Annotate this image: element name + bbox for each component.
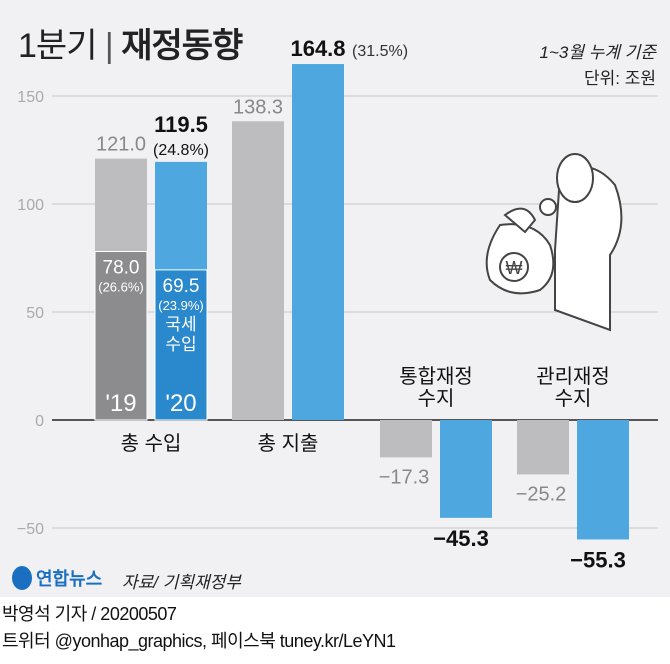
- category-label: 관리재정: [536, 365, 610, 388]
- page-title: 1분기 | 재정동향: [18, 27, 243, 65]
- tax-revenue-bar: [154, 269, 208, 421]
- source: 자료/ 기획재정부: [122, 573, 241, 592]
- value-label: −17.3: [379, 466, 430, 488]
- pct-label: (31.5%): [352, 43, 408, 60]
- svg-text:₩: ₩: [506, 258, 523, 278]
- value-label: 119.5: [154, 112, 208, 137]
- logo-text: 연합뉴스: [36, 569, 103, 589]
- year-label: '19: [105, 390, 136, 417]
- tax-revenue-bar: [94, 251, 148, 421]
- value-label: 138.3: [233, 96, 283, 118]
- social-links: 트위터 @yonhap_graphics, 페이스북 tuney.kr/LeYN…: [2, 631, 396, 651]
- logo-icon: [12, 566, 32, 590]
- value-label: −55.3: [570, 547, 626, 572]
- year-label: '20: [165, 390, 196, 417]
- pct-label: (24.8%): [153, 142, 209, 159]
- tax-pct-label: (26.6%): [98, 280, 144, 295]
- category-label: 수지: [555, 387, 592, 410]
- y-tick-label: 100: [17, 197, 44, 214]
- value-label: 164.8: [290, 36, 345, 61]
- basis-note: 1~3월 누계 기준: [539, 43, 656, 62]
- category-label: 수지: [418, 387, 455, 410]
- bar-2020: [440, 420, 492, 518]
- category-label: 통합재정: [399, 365, 473, 388]
- value-label: 121.0: [96, 134, 146, 156]
- bar-2019: [517, 420, 569, 475]
- category-label: 총 수입: [121, 432, 182, 455]
- tax-value-label: 78.0: [103, 258, 140, 279]
- tax-label: 수입: [165, 335, 196, 354]
- bar-2019: [232, 121, 284, 420]
- bar-2020: [577, 420, 629, 540]
- y-tick-label: 50: [26, 305, 44, 322]
- bar-chart: −50 0 50 100 150 ₩ 121.0 119.5 138.3 164.8 −17.3…: [17, 36, 658, 572]
- bar-2020: [292, 64, 344, 421]
- category-label: 총 지출: [258, 432, 319, 455]
- value-label: −45.3: [433, 526, 489, 551]
- y-tick-label: −50: [17, 521, 44, 538]
- byline: 박영석 기자 / 20200507: [2, 604, 177, 624]
- tax-label: 국세: [165, 315, 196, 334]
- unit-note: 단위: 조원: [583, 69, 656, 88]
- y-tick-label: 0: [35, 413, 44, 430]
- money-bag-person-icon: ₩: [485, 153, 623, 332]
- bar-2019: [380, 420, 432, 458]
- tax-value-label: 69.5: [163, 276, 200, 297]
- value-label: −25.2: [516, 483, 567, 505]
- tax-pct-label: (23.9%): [158, 298, 204, 313]
- yonhap-logo: 연합뉴스: [12, 565, 102, 591]
- y-tick-label: 150: [17, 89, 44, 106]
